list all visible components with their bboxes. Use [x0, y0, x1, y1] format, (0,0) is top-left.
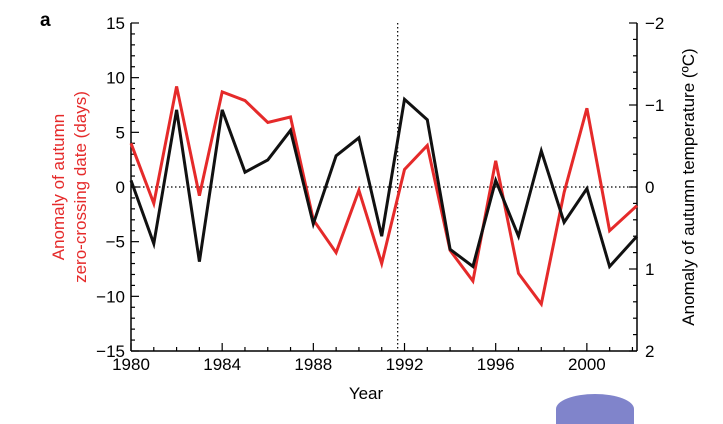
x-axis-label: Year: [349, 384, 384, 403]
left-axis-label-line1: Anomaly of autumn: [49, 114, 68, 260]
x-tick-label: 1980: [112, 355, 150, 374]
x-tick-label: 1984: [203, 355, 241, 374]
right-tick-label: 2: [645, 342, 654, 361]
x-tick-label: 2000: [568, 355, 606, 374]
x-tick-label: 1996: [477, 355, 515, 374]
left-tick-label: 10: [106, 69, 125, 88]
right-tick-label: −1: [645, 96, 664, 115]
left-axis-label-line2: zero-crossing date (days): [71, 91, 90, 283]
right-tick-label: −2: [645, 14, 664, 33]
globe-image-fragment: [556, 394, 634, 424]
x-tick-label: 1988: [294, 355, 332, 374]
left-tick-label: 0: [116, 178, 125, 197]
zero-crossing-date-series-line: [131, 86, 637, 304]
left-tick-label: 5: [116, 123, 125, 142]
left-tick-label: 15: [106, 14, 125, 33]
left-tick-label: −5: [106, 233, 125, 252]
temperature-series-line: [131, 99, 637, 266]
right-axis-label: Anomaly of autumn temperature (ºC): [679, 48, 698, 325]
right-tick-label: 1: [645, 260, 654, 279]
right-tick-label: 0: [645, 178, 654, 197]
x-tick-label: 1992: [386, 355, 424, 374]
left-tick-label: −10: [96, 287, 125, 306]
